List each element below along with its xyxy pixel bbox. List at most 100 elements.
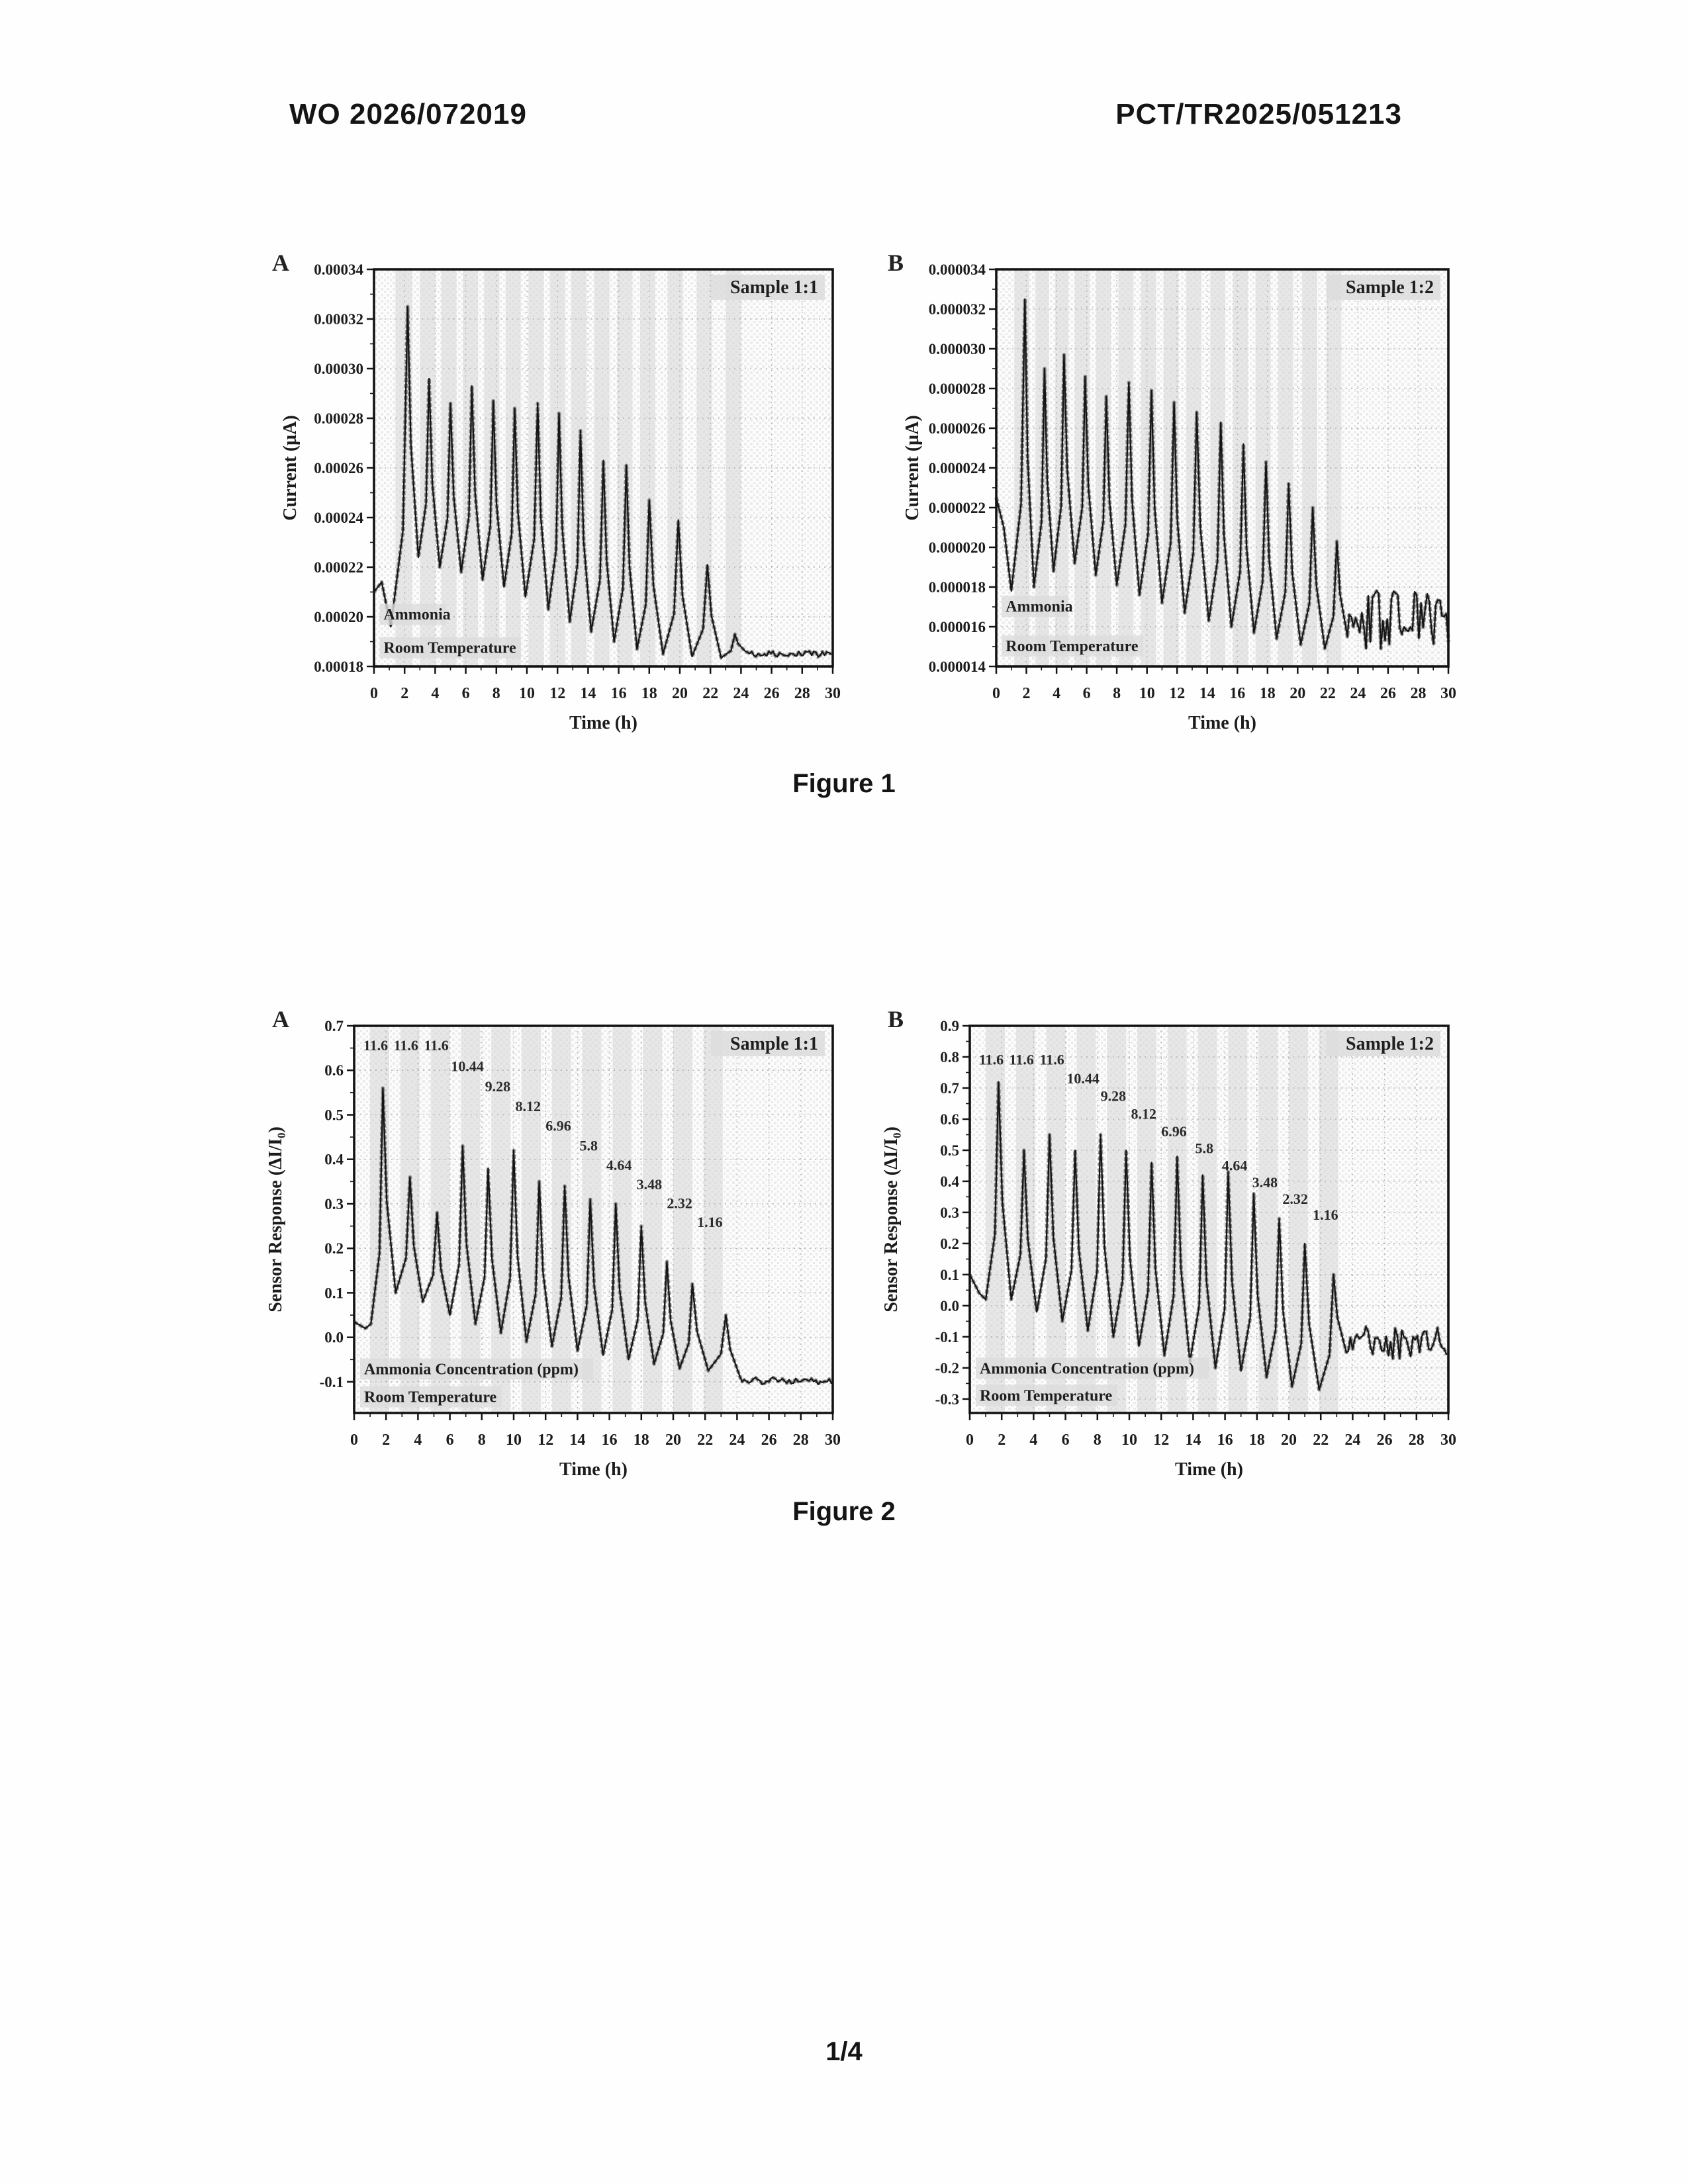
- svg-text:16: 16: [602, 1432, 618, 1449]
- svg-text:5.8: 5.8: [580, 1137, 598, 1154]
- svg-text:Time (h): Time (h): [569, 713, 637, 733]
- figure2-caption: Figure 2: [792, 1497, 896, 1526]
- panel-label-b: B: [888, 250, 904, 276]
- svg-text:Current (µA): Current (µA): [902, 415, 923, 520]
- svg-text:20: 20: [1281, 1432, 1297, 1449]
- svg-text:4.64: 4.64: [1222, 1158, 1248, 1174]
- page-header: WO 2026/072019 PCT/TR2025/051213: [0, 98, 1688, 138]
- svg-text:0: 0: [966, 1432, 974, 1449]
- panel-label-a: A: [272, 250, 289, 276]
- svg-text:Ammonia Concentration (ppm): Ammonia Concentration (ppm): [980, 1360, 1194, 1377]
- svg-text:0.00028: 0.00028: [314, 410, 363, 427]
- svg-text:0.6: 0.6: [940, 1111, 959, 1128]
- svg-text:16: 16: [1217, 1432, 1233, 1449]
- svg-text:2: 2: [998, 1432, 1006, 1449]
- svg-text:12: 12: [538, 1432, 553, 1449]
- svg-text:Ammonia Concentration (ppm): Ammonia Concentration (ppm): [364, 1361, 579, 1379]
- svg-text:10.44: 10.44: [451, 1058, 484, 1075]
- svg-text:24: 24: [1344, 1432, 1360, 1449]
- svg-text:0: 0: [992, 685, 1000, 702]
- svg-text:0.0: 0.0: [324, 1330, 344, 1346]
- svg-text:26: 26: [1380, 685, 1396, 702]
- svg-text:14: 14: [569, 1432, 585, 1449]
- svg-text:0.000020: 0.000020: [929, 539, 986, 556]
- svg-text:18: 18: [1260, 685, 1276, 702]
- svg-text:2: 2: [1023, 685, 1031, 702]
- svg-text:11.6: 11.6: [1039, 1052, 1064, 1068]
- svg-text:6.96: 6.96: [545, 1118, 571, 1134]
- svg-text:Sensor Response (ΔI/I₀): Sensor Response (ΔI/I₀): [265, 1126, 286, 1312]
- svg-text:11.6: 11.6: [394, 1037, 418, 1054]
- svg-text:26: 26: [1377, 1432, 1393, 1449]
- svg-text:Sample 1:2: Sample 1:2: [1346, 1034, 1434, 1054]
- svg-text:2.32: 2.32: [1282, 1191, 1308, 1207]
- svg-text:0.000014: 0.000014: [929, 659, 986, 675]
- svg-text:30: 30: [825, 1432, 841, 1449]
- figure2-panel-b-plot: 0 2 4 6 8 10 12 14 16 18 20 22 24 26 28 300.90.80.70.60…: [881, 1018, 1456, 1480]
- svg-text:3.48: 3.48: [1252, 1174, 1278, 1191]
- svg-text:10: 10: [506, 1432, 522, 1449]
- svg-text:Sensor Response (ΔI/I₀): Sensor Response (ΔI/I₀): [881, 1126, 902, 1312]
- svg-text:22: 22: [1313, 1432, 1329, 1449]
- panel-label-b: B: [888, 1006, 904, 1032]
- svg-text:4.64: 4.64: [606, 1157, 632, 1173]
- figure2-panel-b-chart: B 0 2 4 6 8 10 12 14 16 18 20 22 24 26 28 30 0.9 0.8 0.7 0.…: [877, 1003, 1463, 1486]
- svg-text:2: 2: [382, 1432, 390, 1449]
- svg-text:24: 24: [733, 685, 749, 702]
- svg-text:22: 22: [697, 1432, 713, 1449]
- svg-text:11.6: 11.6: [979, 1052, 1004, 1068]
- svg-text:8: 8: [492, 685, 500, 702]
- svg-text:8.12: 8.12: [515, 1098, 541, 1115]
- panel-label-a: A: [272, 1006, 289, 1032]
- svg-text:0.5: 0.5: [324, 1107, 344, 1124]
- svg-text:20: 20: [665, 1432, 681, 1449]
- svg-text:11.6: 11.6: [363, 1037, 388, 1054]
- svg-text:0.000022: 0.000022: [929, 500, 986, 516]
- svg-text:12: 12: [549, 685, 565, 702]
- svg-text:0.000016: 0.000016: [929, 619, 986, 635]
- svg-text:9.28: 9.28: [485, 1078, 511, 1095]
- svg-text:28: 28: [793, 1432, 809, 1449]
- svg-text:0.1: 0.1: [940, 1267, 959, 1283]
- svg-text:9.28: 9.28: [1101, 1088, 1127, 1105]
- svg-text:0.00026: 0.00026: [314, 460, 363, 477]
- svg-text:28: 28: [1411, 685, 1427, 702]
- svg-text:28: 28: [794, 685, 810, 702]
- svg-text:12: 12: [1169, 685, 1185, 702]
- svg-text:16: 16: [1229, 685, 1245, 702]
- svg-text:2.32: 2.32: [667, 1195, 692, 1212]
- svg-text:22: 22: [1320, 685, 1336, 702]
- svg-text:-0.1: -0.1: [935, 1329, 959, 1345]
- svg-text:0.3: 0.3: [940, 1205, 959, 1221]
- svg-text:0.00018: 0.00018: [314, 659, 363, 675]
- figure2-panel-a-plot: 0 2 4 6 8 10 12 14 16 18 20 22 24 26 28 300.70.60.50.40…: [265, 1018, 841, 1480]
- svg-text:-0.3: -0.3: [935, 1391, 959, 1408]
- svg-text:11.6: 11.6: [424, 1037, 448, 1054]
- svg-text:12: 12: [1153, 1432, 1169, 1449]
- svg-text:0.7: 0.7: [324, 1018, 344, 1034]
- svg-text:0.00024: 0.00024: [314, 510, 363, 526]
- svg-text:6.96: 6.96: [1161, 1123, 1187, 1140]
- svg-text:10.44: 10.44: [1066, 1070, 1100, 1087]
- svg-text:0.000026: 0.000026: [929, 420, 986, 437]
- svg-text:26: 26: [764, 685, 780, 702]
- svg-text:10: 10: [1121, 1432, 1137, 1449]
- figure1-panel-b-plot: 0 2 4 6 8 10 12 14 16 18 20 22 24 26 28 300.0000340.000…: [902, 261, 1456, 733]
- figure1-panel-a-chart: A 0 2 4 6 8 10 12 14 16 18 20 22 24 26 28 30 0.00034 0.00…: [261, 246, 847, 739]
- figure1-panel-b-chart: B 0 2 4 6 8 10 12 14 16 18 20 22 24 26 28 30 0.000034 0.0…: [877, 246, 1463, 739]
- svg-text:6: 6: [462, 685, 470, 702]
- svg-text:22: 22: [702, 685, 718, 702]
- svg-text:0.4: 0.4: [940, 1173, 959, 1190]
- figure1-panel-a-plot: 0 2 4 6 8 10 12 14 16 18 20 22 24 26 28 300.000340.0003…: [280, 261, 841, 733]
- svg-text:0.7: 0.7: [940, 1080, 959, 1097]
- svg-text:0: 0: [350, 1432, 358, 1449]
- svg-text:0.000018: 0.000018: [929, 579, 986, 596]
- svg-text:0.000034: 0.000034: [929, 261, 986, 278]
- svg-text:8: 8: [1113, 685, 1121, 702]
- application-number: PCT/TR2025/051213: [1115, 98, 1402, 130]
- svg-text:0.000028: 0.000028: [929, 381, 986, 397]
- svg-text:4: 4: [431, 685, 439, 702]
- svg-text:Room Temperature: Room Temperature: [383, 640, 516, 657]
- svg-text:4: 4: [1029, 1432, 1037, 1449]
